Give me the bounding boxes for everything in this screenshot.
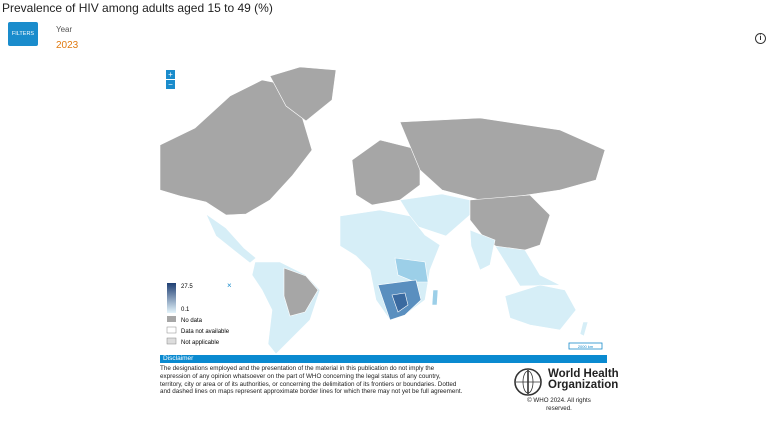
madagascar — [431, 289, 439, 306]
russia — [399, 117, 606, 201]
legend-min: 0.1 — [181, 307, 190, 313]
scale-bar-label: 2000 km — [578, 344, 594, 349]
central-america — [205, 213, 257, 264]
high-prevalence-area — [391, 292, 409, 313]
brazil — [283, 267, 319, 317]
disclaimer-line: territory, city or area or of its author… — [160, 380, 457, 388]
disclaimer-line: and dashed lines on maps represent appro… — [160, 388, 463, 396]
disclaimer-line: The designations employed and the presen… — [160, 365, 435, 372]
legend-max: 27.5 — [181, 284, 193, 290]
who-emblem — [514, 368, 542, 396]
org-name: World Health Organization — [548, 368, 619, 391]
disclaimer-heading: Disclaimer — [160, 355, 607, 363]
legend-swatch-not-available — [166, 326, 177, 334]
legend-gradient — [167, 283, 176, 313]
east-africa — [394, 257, 429, 283]
australia — [504, 284, 577, 331]
europe — [351, 139, 421, 206]
org-line: World Health — [548, 368, 619, 380]
southeast-asia — [494, 245, 561, 287]
new-zealand — [579, 321, 589, 337]
legend-close[interactable]: × — [227, 281, 232, 290]
disclaimer-line: expression of any opinion whatsoever on … — [160, 372, 441, 380]
legend-swatch-no-data — [167, 316, 176, 322]
zoom-in[interactable]: + — [166, 70, 175, 79]
zoom-out[interactable]: − — [166, 80, 175, 89]
north-america — [159, 79, 313, 216]
countries — [159, 66, 606, 355]
disclaimer-text: The designations employed and the presen… — [160, 365, 515, 396]
legend-no-data: No data — [181, 318, 203, 324]
india — [469, 229, 496, 271]
legend-swatch-not-applicable — [166, 337, 177, 345]
scale-bar — [568, 342, 603, 350]
greenland — [269, 66, 337, 122]
filter-value[interactable]: 2023 — [56, 40, 79, 51]
filter-label: Year — [56, 25, 73, 34]
page-title: Prevalence of HIV among adults aged 15 t… — [2, 1, 273, 15]
legend-not-applicable: Not applicable — [181, 340, 220, 346]
info-icon[interactable]: i — [755, 33, 766, 44]
filters-button[interactable]: FILTERS — [8, 22, 38, 46]
legend-not-available: Data not available — [181, 329, 230, 335]
copyright: © WHO 2024. All rights reserved. — [527, 397, 591, 412]
org-line: Organization — [548, 379, 619, 391]
